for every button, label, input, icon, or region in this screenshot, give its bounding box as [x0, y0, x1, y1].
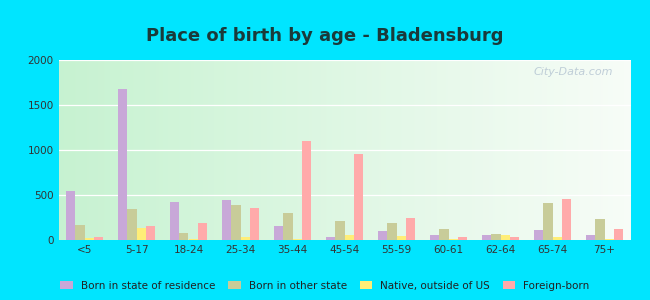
Bar	[534, 230, 543, 240]
Bar	[75, 225, 84, 240]
Bar	[231, 205, 240, 240]
Bar	[326, 237, 335, 240]
Bar	[344, 235, 354, 240]
Text: Place of birth by age - Bladensburg: Place of birth by age - Bladensburg	[146, 27, 504, 45]
Bar	[302, 141, 311, 240]
Bar	[335, 221, 345, 240]
Bar	[198, 223, 207, 240]
Bar	[136, 228, 146, 240]
Bar	[283, 214, 292, 240]
Bar	[84, 238, 94, 240]
Bar	[510, 237, 519, 240]
Bar	[448, 239, 458, 240]
Bar	[127, 209, 136, 240]
Bar	[240, 237, 250, 240]
Legend: Born in state of residence, Born in other state, Native, outside of US, Foreign-: Born in state of residence, Born in othe…	[56, 277, 594, 295]
Bar	[146, 226, 155, 240]
Bar	[378, 231, 387, 240]
Bar	[430, 235, 439, 240]
Bar	[439, 229, 448, 240]
Bar	[250, 208, 259, 240]
Bar	[482, 235, 491, 240]
Bar	[179, 233, 188, 240]
Bar	[543, 203, 552, 240]
Bar	[94, 237, 103, 240]
Bar	[595, 219, 604, 240]
Bar	[614, 229, 623, 240]
Bar	[458, 237, 467, 240]
Bar	[118, 89, 127, 240]
Text: City-Data.com: City-Data.com	[534, 67, 614, 77]
Bar	[188, 239, 198, 240]
Bar	[170, 202, 179, 240]
Bar	[292, 239, 302, 240]
Bar	[396, 236, 406, 240]
Bar	[406, 218, 415, 240]
Bar	[604, 239, 614, 240]
Bar	[491, 234, 500, 240]
Bar	[222, 200, 231, 240]
Bar	[66, 191, 75, 240]
Bar	[586, 235, 595, 240]
Bar	[387, 223, 396, 240]
Bar	[274, 226, 283, 240]
Bar	[500, 235, 510, 240]
Bar	[354, 154, 363, 240]
Bar	[562, 199, 571, 240]
Bar	[552, 237, 562, 240]
